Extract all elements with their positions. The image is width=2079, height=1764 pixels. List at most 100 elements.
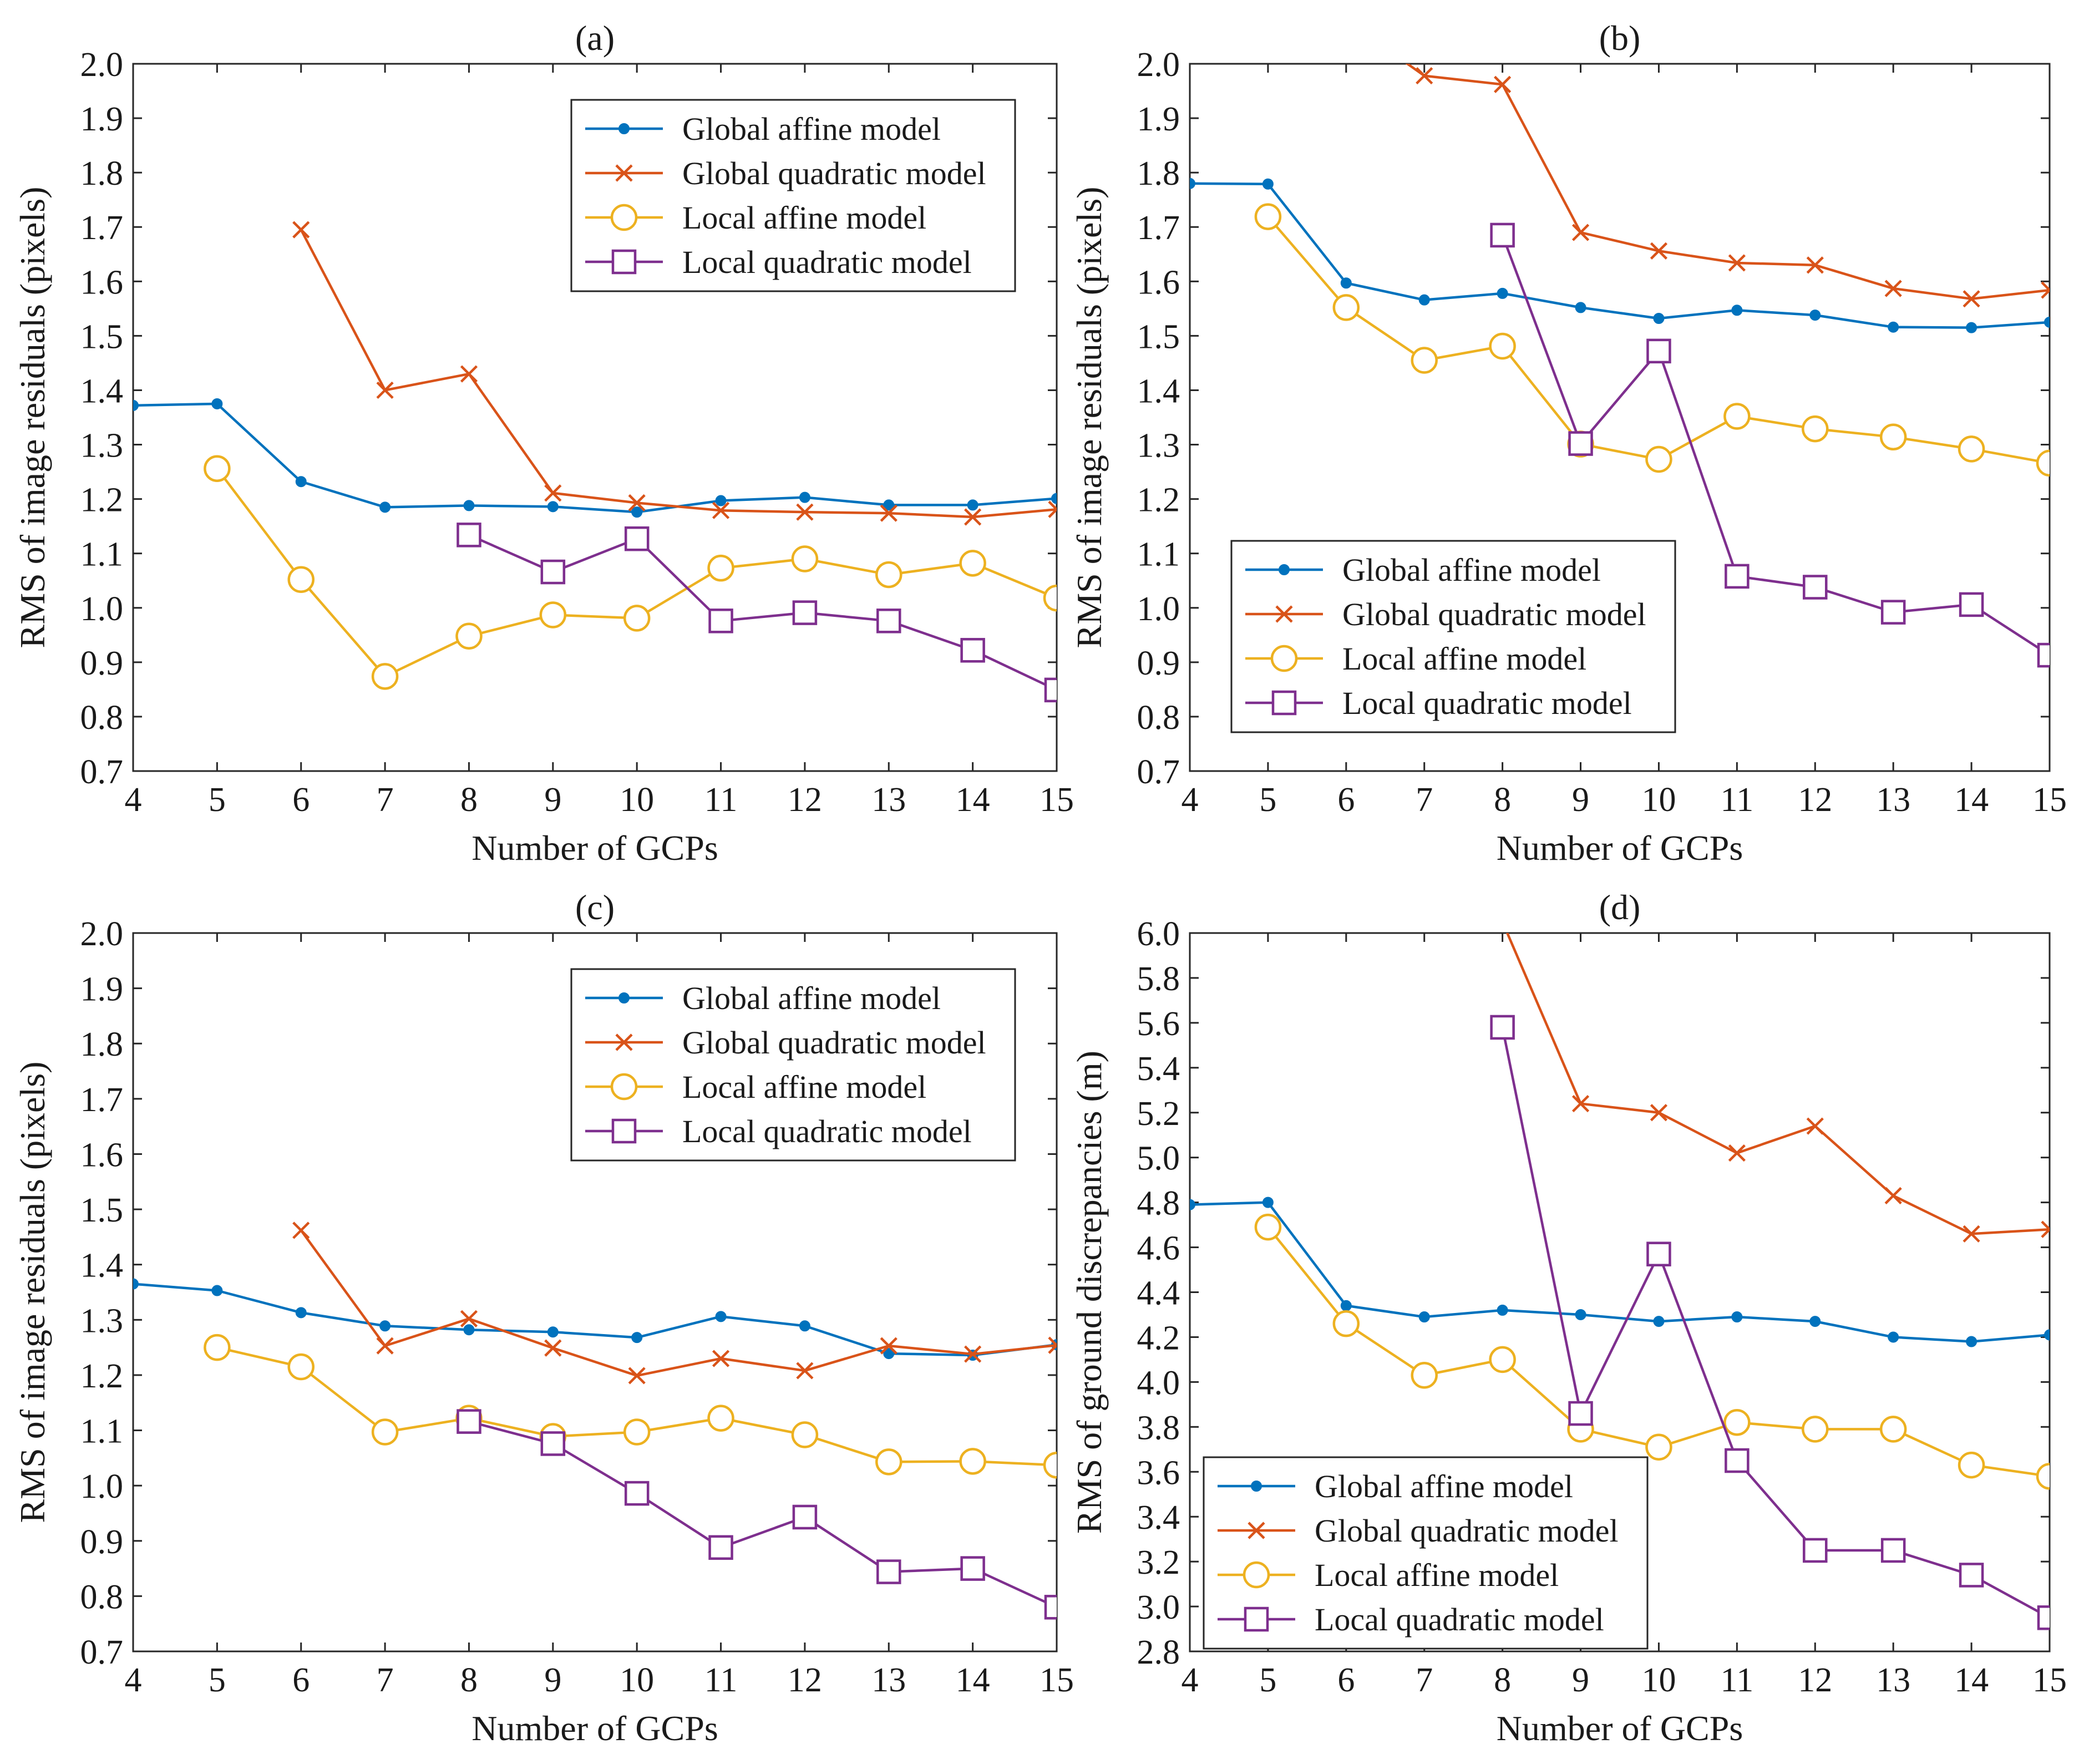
y-tick-label: 2.8 [1137,1634,1180,1671]
series-local-affine-model [204,1334,1057,1479]
y-tick-label: 5.6 [1137,1005,1180,1043]
local-affine-model-marker [204,1334,231,1361]
local-affine-model-marker [1254,1213,1282,1241]
chart-title: (a) [575,18,615,58]
y-axis-label: RMS of ground discrepancies (m) [1069,1051,1109,1534]
legend-global-affine-model-marker [618,123,630,134]
global-quadratic-model-marker [2041,281,2050,299]
local-quadratic-model-marker [1490,222,1515,248]
local-quadratic-model-marker [540,1431,566,1456]
local-quadratic-model-marker [1646,1241,1671,1266]
legend-box [570,968,1016,1162]
x-axis: 4 5 6 7 8 9 10 11 12 13 14 15 Number of GCPs [125,64,1074,868]
x-tick-label: 12 [788,781,822,819]
local-quadratic-model-marker [1959,1563,1984,1588]
global-affine-model-marker [799,1320,810,1332]
local-quadratic-model-marker [624,1481,650,1506]
global-quadratic-model-marker [376,1337,394,1355]
global-affine-model-marker [2044,316,2050,328]
local-affine-model-marker [1254,203,1282,230]
local-quadratic-model-marker [1490,1015,1515,1040]
legend-local-affine-model-marker [1270,645,1298,672]
global-affine-model-marker [1966,1336,1977,1347]
legend-item-global-affine-model: Global affine model [1245,552,1601,588]
global-affine-model-marker [547,1326,559,1338]
global-affine-model-marker [715,1311,727,1322]
y-tick-label: 5.0 [1137,1140,1180,1178]
legend-label: Local affine model [1315,1557,1559,1593]
legend-local-quadratic-model-marker [1244,1606,1269,1632]
global-quadratic-model-marker [376,381,394,399]
global-affine-model-marker [1051,493,1057,504]
series-global-affine-model [133,398,1057,518]
legend: Global affine model Global quadratic mode… [1203,1456,1649,1650]
local-quadratic-model-marker [876,1559,901,1584]
x-tick-label: 10 [1641,781,1676,819]
local-affine-model-marker [1802,415,1829,443]
y-tick-label: 1.4 [80,1247,124,1285]
y-tick-label: 0.8 [80,1578,124,1616]
y-tick-label: 1.2 [80,481,124,519]
y-tick-label: 6.0 [1137,915,1180,953]
legend-item-local-affine-model: Local affine model [585,200,926,236]
local-affine-model-marker [1645,1433,1672,1461]
series-line-global-quadratic-model [300,1229,1057,1377]
y-tick-label: 1.4 [1137,372,1180,410]
y-axis: 2.8 3.0 3.2 3.4 3.6 3.8 4.0 4.2 4.4 4.6 4.8 5.0 5.2 5… [1069,915,2050,1671]
y-tick-label: 0.9 [80,1523,124,1561]
y-tick-label: 1.7 [80,1081,124,1119]
x-tick-label: 10 [1641,1661,1676,1699]
y-tick-label: 1.5 [80,318,124,356]
local-quadratic-model-marker [1725,1448,1750,1473]
y-tick-label: 4.4 [1137,1275,1180,1312]
legend-local-affine-model-marker [610,204,638,231]
global-quadratic-model-marker [1571,224,1590,241]
y-tick-label: 0.7 [80,753,124,791]
x-tick-label: 9 [1572,781,1589,819]
local-quadratic-model-marker [1803,575,1828,600]
local-affine-model-marker [287,1353,315,1381]
global-affine-model-marker [967,499,978,511]
legend-local-affine-model-marker [610,1073,638,1101]
legend-box [570,99,1016,292]
local-affine-model-marker [204,455,231,482]
series-line-local-quadratic-model [1501,235,2050,656]
global-affine-model-marker [1262,1197,1274,1208]
global-affine-model-marker [1575,302,1586,313]
legend-item-local-affine-model: Local affine model [585,1069,926,1105]
x-tick-label: 14 [1954,1661,1989,1699]
local-affine-model-marker [1723,1408,1751,1436]
series-local-affine-model [1254,1213,2050,1490]
global-quadratic-model-marker [628,1367,646,1385]
global-affine-model-marker [1497,1304,1508,1316]
global-affine-model-marker [295,476,307,488]
x-tick-label: 5 [209,781,226,819]
legend-label: Global quadratic model [682,1025,986,1061]
global-quadratic-model-marker [1884,1187,1902,1205]
y-tick-label: 2.0 [80,915,124,953]
x-tick-label: 13 [1876,1661,1910,1699]
x-tick-label: 7 [377,1661,394,1699]
y-tick-label: 1.0 [1137,590,1180,628]
global-affine-model-marker [631,506,643,518]
global-quadratic-model-marker [1884,280,1902,297]
global-affine-model-marker [211,1285,223,1296]
y-tick-label: 2.0 [80,46,124,84]
local-quadratic-model-marker [2037,642,2050,668]
y-tick-label: 1.3 [1137,427,1180,465]
x-tick-label: 13 [871,781,906,819]
global-quadratic-model-marker [1571,1094,1590,1113]
global-quadratic-model-marker [1048,1336,1057,1354]
y-tick-label: 1.2 [80,1357,124,1395]
y-tick-label: 1.7 [80,209,124,247]
legend-item-global-affine-model: Global affine model [585,980,941,1016]
y-tick-label: 4.2 [1137,1319,1180,1357]
series-global-quadratic-model [292,1221,1057,1385]
legend-label: Global affine model [682,111,941,147]
legend: Global affine model Global quadratic mode… [1230,540,1676,733]
y-tick-label: 1.8 [1137,155,1180,192]
global-quadratic-model-marker [460,365,478,383]
series-local-affine-model [204,455,1057,690]
